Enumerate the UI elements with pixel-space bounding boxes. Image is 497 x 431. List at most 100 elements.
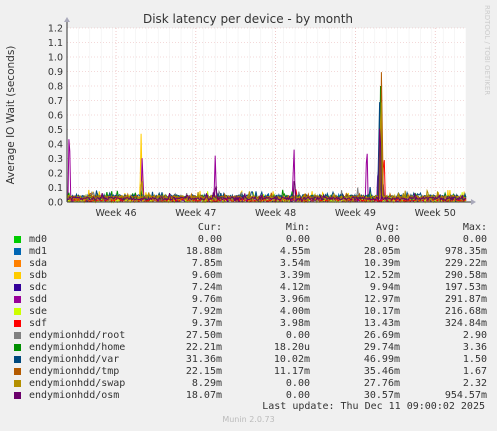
- legend-min-value: 18.20u: [273, 342, 310, 353]
- legend-cur-value: 7.85m: [191, 258, 222, 269]
- legend-row: md1 18.88m 4.55m 28.05m 978.35m: [10, 246, 487, 258]
- legend-row: endymionhdd/tmp 22.15m 11.17m 35.46m 1.67: [10, 366, 487, 378]
- series-line-endymionhdd-osm: [66, 128, 467, 202]
- legend-series-name: sda: [29, 258, 48, 269]
- legend-swatch: [14, 319, 21, 327]
- munin-version: Munin 2.0.73: [222, 415, 275, 424]
- legend-cur-value: 22.21m: [185, 342, 222, 353]
- y-axis-arrow: [64, 17, 70, 22]
- legend-body: md0 0.00 0.00 0.00 0.00 md1 18.88m 4.55m 28.05m 9…: [10, 234, 487, 402]
- legend-series-name: endymionhdd/home: [29, 342, 126, 353]
- x-tick-label: Week 48: [255, 208, 296, 219]
- y-tick-labels: 0.0 0.1 0.2 0.3 0.4 0.5 0.6 0.7 0.8 0.9 1.0 1.1 1.2: [48, 24, 63, 209]
- rrdtool-watermark: RRDTOOL / TOBI OETIKER: [483, 5, 491, 95]
- legend-avg-value: 0.00: [375, 234, 400, 245]
- legend-avg-value: 28.05m: [363, 246, 400, 257]
- legend-min-value: 11.17m: [273, 366, 310, 377]
- y-tick-label: 1.1: [48, 38, 63, 49]
- legend-max-value: 324.84m: [444, 318, 487, 329]
- legend-swatch: [14, 355, 21, 363]
- legend-cur-value: 22.15m: [185, 366, 222, 377]
- legend-swatch: [14, 367, 21, 375]
- y-tick-label: 0.8: [48, 82, 63, 93]
- legend-row: sdc 7.24m 4.12m 9.94m 197.53m: [10, 282, 487, 294]
- legend-max-value: 216.68m: [444, 306, 487, 317]
- header-max: Max:: [462, 222, 487, 233]
- legend-cur-value: 9.76m: [191, 294, 222, 305]
- chart-title: Disk latency per device - by month: [143, 12, 353, 26]
- legend-avg-value: 9.94m: [369, 282, 400, 293]
- legend-cur-value: 9.37m: [191, 318, 222, 329]
- legend-avg-value: 12.97m: [363, 294, 400, 305]
- header-cur: Cur:: [197, 222, 222, 233]
- legend-header-row: Cur: Min: Avg: Max:: [10, 222, 487, 234]
- legend-table: Cur: Min: Avg: Max: md0 0.00 0.00 0.00 0.00 m…: [10, 222, 487, 402]
- legend-series-name: sde: [29, 306, 48, 317]
- header-min: Min:: [285, 222, 310, 233]
- legend-series-name: sdf: [29, 318, 48, 329]
- legend-swatch: [14, 247, 21, 255]
- legend-min-value: 0.00: [285, 234, 310, 245]
- x-tick-labels: Week 46 Week 47 Week 48 Week 49 Week 50: [95, 208, 455, 219]
- legend-avg-value: 29.74m: [363, 342, 400, 353]
- legend-cur-value: 9.60m: [191, 270, 222, 281]
- legend-min-value: 4.00m: [279, 306, 310, 317]
- y-tick-label: 0.3: [48, 154, 63, 165]
- legend-series-name: endymionhdd/swap: [29, 378, 126, 389]
- y-tick-label: 0.5: [48, 125, 63, 136]
- legend-row: md0 0.00 0.00 0.00 0.00: [10, 234, 487, 246]
- legend-min-value: 0.00: [285, 378, 310, 389]
- legend-max-value: 1.50: [462, 354, 487, 365]
- legend-row: sdd 9.76m 3.96m 12.97m 291.87m: [10, 294, 487, 306]
- legend-series-name: sdc: [29, 282, 48, 293]
- legend-max-value: 291.87m: [444, 294, 487, 305]
- x-tick-label: Week 46: [95, 208, 136, 219]
- legend-swatch: [14, 343, 21, 351]
- legend-swatch: [14, 259, 21, 267]
- legend-max-value: 2.90: [462, 330, 487, 341]
- legend-series-name: sdd: [29, 294, 48, 305]
- y-tick-label: 0.6: [48, 111, 63, 122]
- last-update: Last update: Thu Dec 11 09:00:02 2025: [262, 401, 485, 412]
- legend-swatch: [14, 331, 21, 339]
- legend-series-name: endymionhdd/var: [29, 354, 120, 365]
- legend-row: endymionhdd/swap 8.29m 0.00 27.76m 2.32: [10, 378, 487, 390]
- legend-min-value: 0.00: [285, 390, 310, 401]
- legend-swatch: [14, 235, 21, 243]
- legend-avg-value: 26.69m: [363, 330, 400, 341]
- legend-series-name: endymionhdd/root: [29, 330, 126, 341]
- legend-swatch: [14, 283, 21, 291]
- legend-row: sdb 9.60m 3.39m 12.52m 290.58m: [10, 270, 487, 282]
- legend-swatch: [14, 379, 21, 387]
- legend-series-name: sdb: [29, 270, 48, 281]
- y-tick-label: 0.4: [48, 140, 63, 151]
- legend-row: endymionhdd/root 27.50m 0.00 26.69m 2.90: [10, 330, 487, 342]
- legend-min-value: 3.96m: [279, 294, 310, 305]
- legend-min-value: 3.39m: [279, 270, 310, 281]
- legend-max-value: 3.36: [462, 342, 487, 353]
- legend-avg-value: 10.39m: [363, 258, 400, 269]
- y-tick-label: 0.9: [48, 67, 63, 78]
- legend-cur-value: 8.29m: [191, 378, 222, 389]
- legend-cur-value: 7.24m: [191, 282, 222, 293]
- legend-row: endymionhdd/var 31.36m 10.02m 46.99m 1.50: [10, 354, 487, 366]
- legend-cur-value: 0.00: [197, 234, 222, 245]
- y-tick-label: 0.0: [48, 198, 63, 209]
- legend-min-value: 10.02m: [273, 354, 310, 365]
- legend-max-value: 290.58m: [444, 270, 487, 281]
- y-axis-label: Average IO Wait (seconds): [5, 46, 17, 185]
- legend-max-value: 978.35m: [444, 246, 487, 257]
- y-tick-label: 1.2: [48, 24, 63, 35]
- y-tick-label: 1.0: [48, 53, 63, 64]
- legend-avg-value: 35.46m: [363, 366, 400, 377]
- legend-swatch: [14, 271, 21, 279]
- axes: [64, 17, 476, 205]
- legend-min-value: 4.12m: [279, 282, 310, 293]
- y-tick-label: 0.1: [48, 183, 63, 194]
- legend-avg-value: 46.99m: [363, 354, 400, 365]
- legend-row: endymionhdd/home 22.21m 18.20u 29.74m 3.36: [10, 342, 487, 354]
- legend-avg-value: 13.43m: [363, 318, 400, 329]
- legend-swatch: [14, 391, 21, 399]
- legend-row: sdf 9.37m 3.98m 13.43m 324.84m: [10, 318, 487, 330]
